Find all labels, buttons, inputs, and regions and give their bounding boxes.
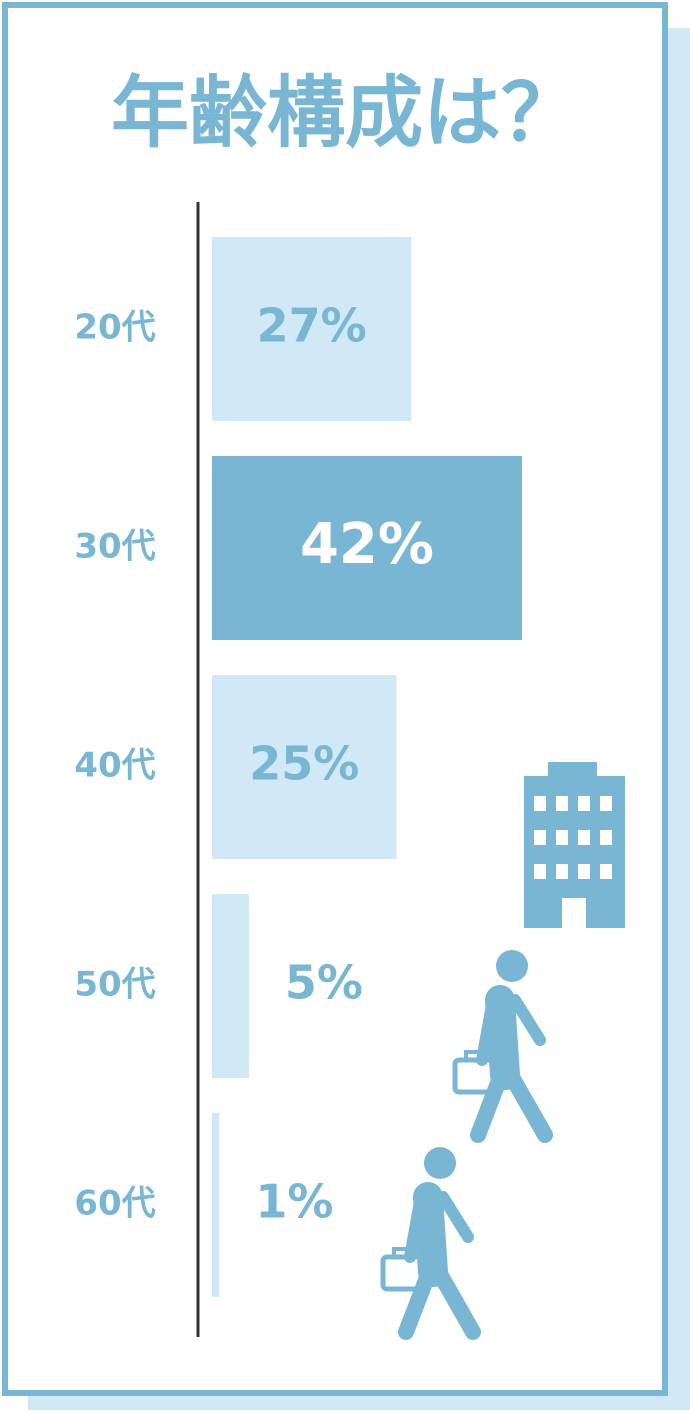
bar	[212, 675, 397, 859]
value-label: 5%	[285, 956, 363, 1010]
value-label: 25%	[249, 737, 359, 791]
chart-title: 年齢構成は？	[111, 68, 579, 158]
building-icon	[524, 762, 625, 928]
category-label: 40代	[74, 746, 155, 786]
person-icon	[452, 950, 553, 1143]
value-label: 1%	[255, 1175, 333, 1229]
category-label: 60代	[74, 1184, 155, 1224]
bar	[212, 237, 412, 421]
bar	[212, 894, 249, 1078]
person-icon	[380, 1147, 481, 1340]
category-label: 50代	[74, 965, 155, 1005]
value-label: 27%	[257, 299, 367, 353]
bar	[212, 456, 522, 640]
category-label: 20代	[74, 308, 155, 348]
value-label: 42%	[300, 512, 434, 577]
category-label: 30代	[74, 527, 155, 567]
bar	[212, 1113, 220, 1297]
